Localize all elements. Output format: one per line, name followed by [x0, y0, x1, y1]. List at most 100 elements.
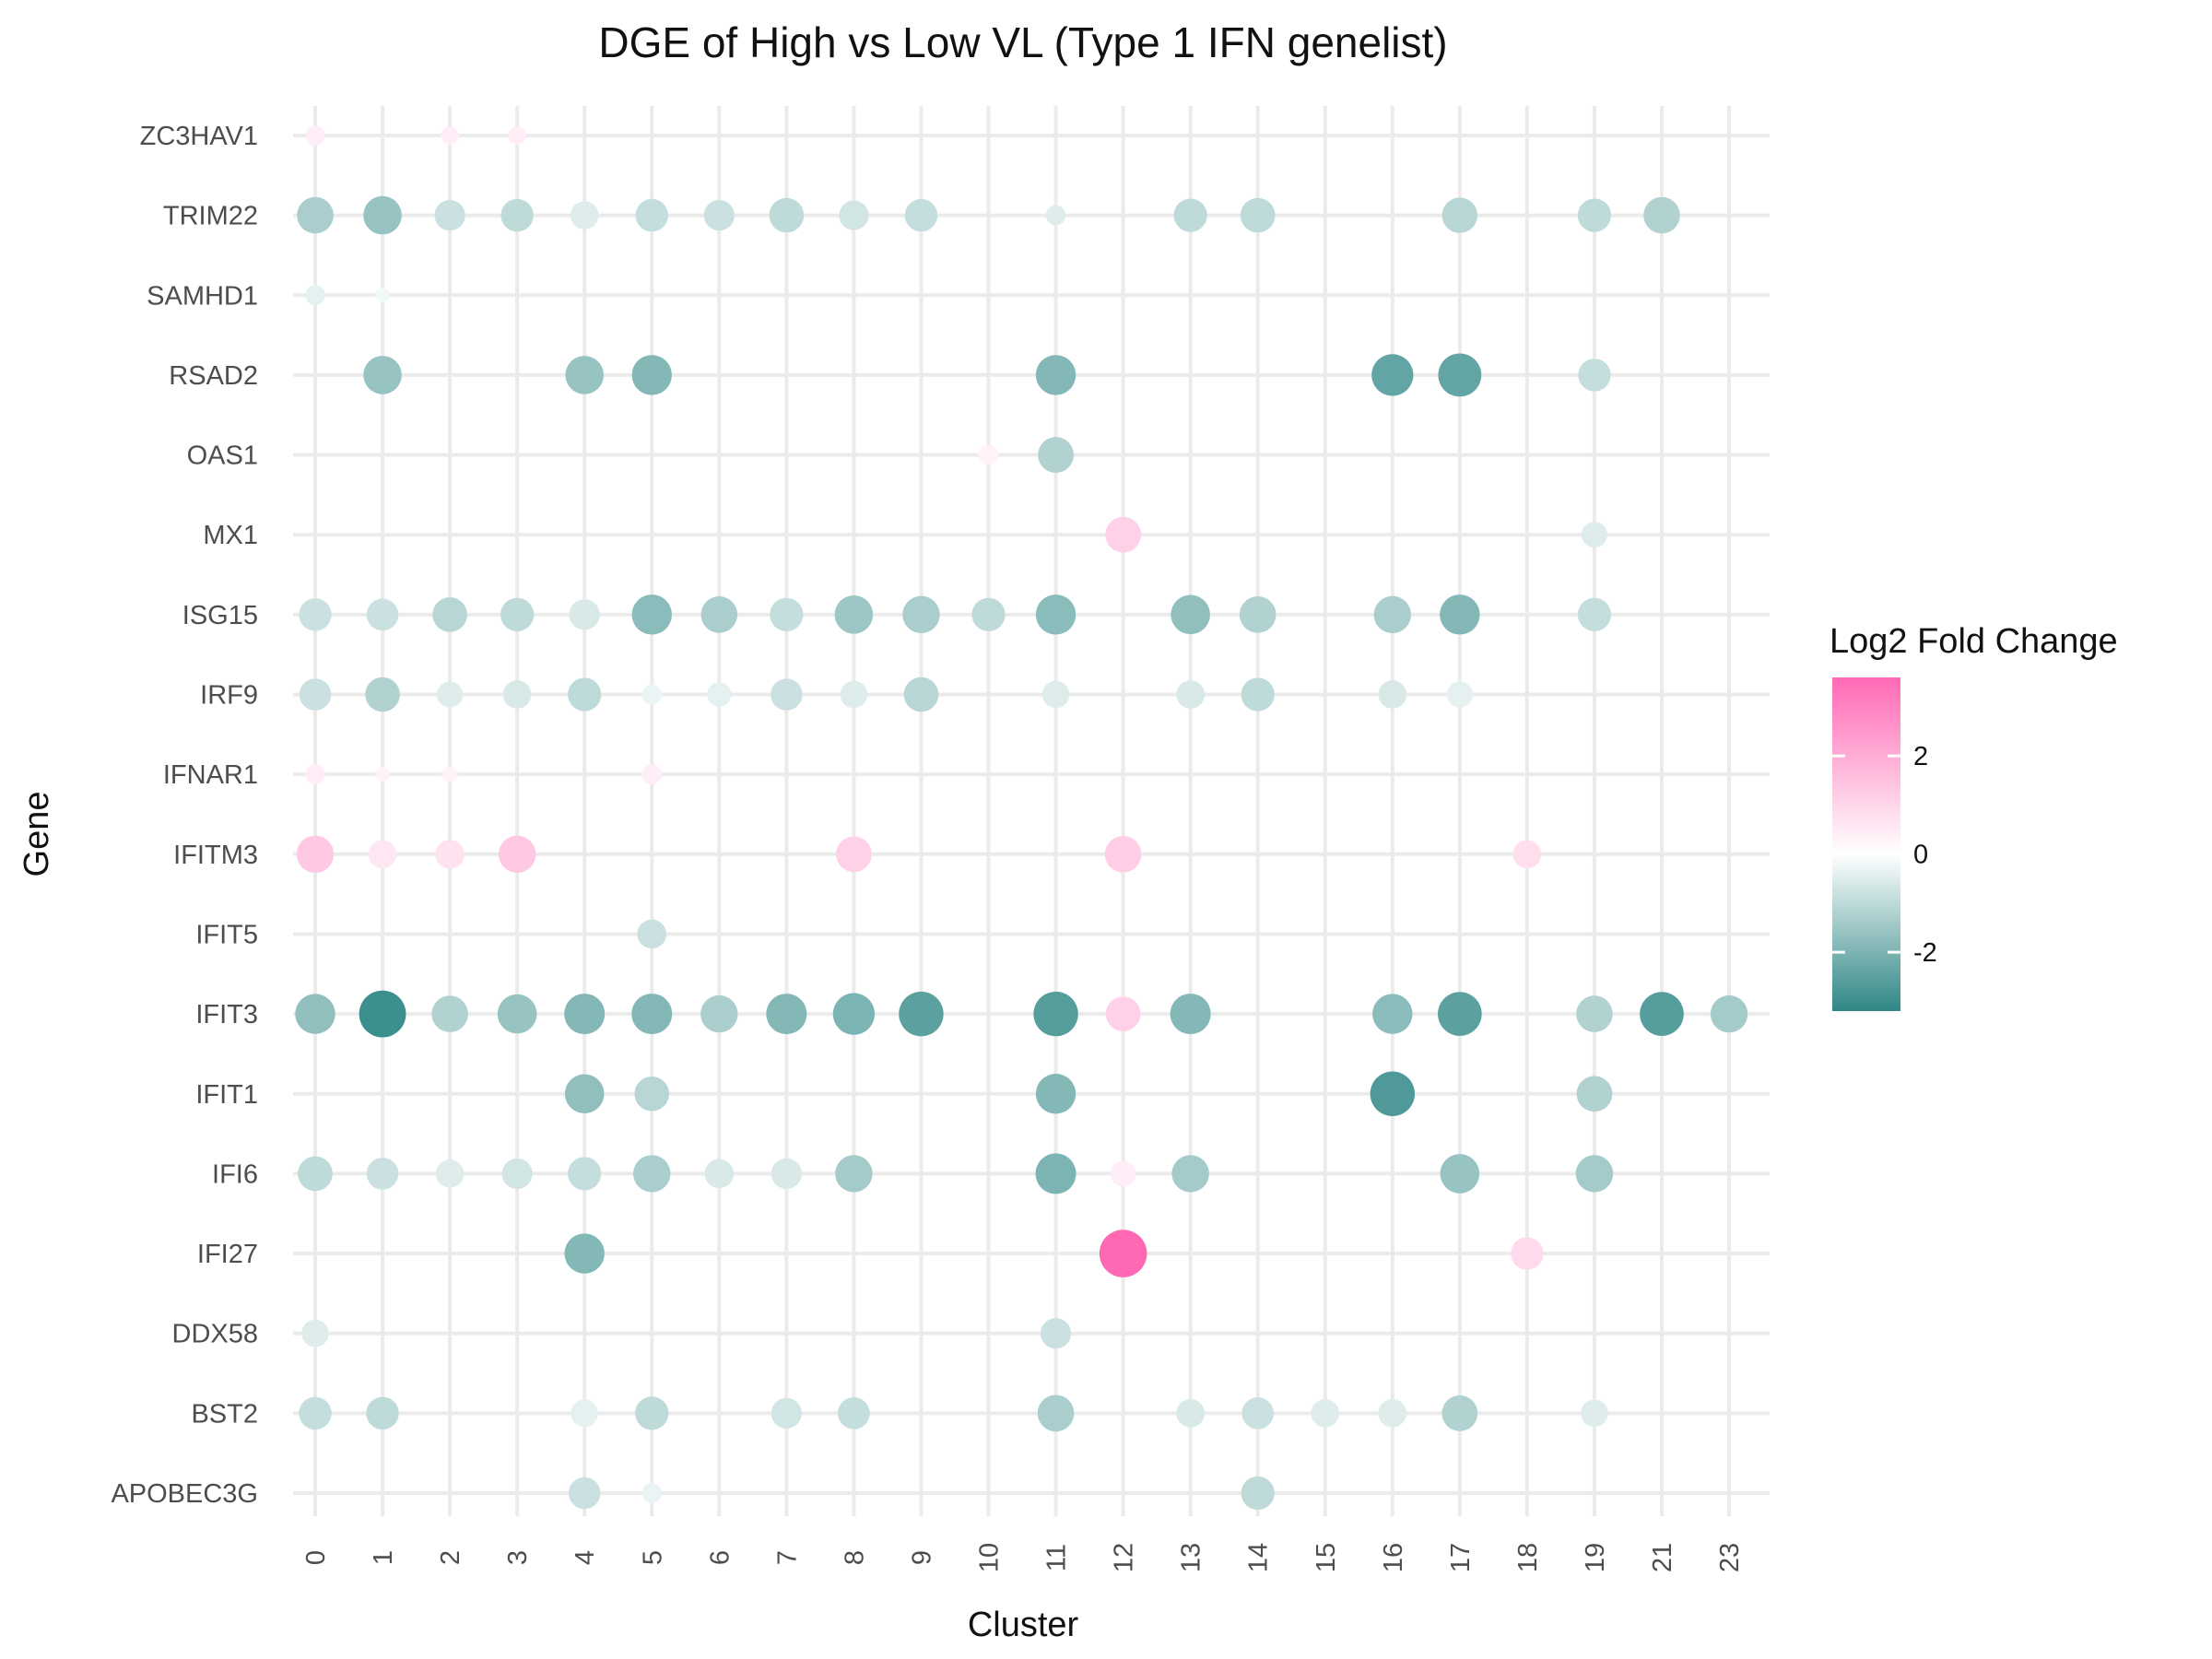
point-ifi6-cluster-6: [704, 1159, 735, 1189]
point-irf9-cluster-11: [1041, 680, 1070, 709]
point-bst2-cluster-17: [1441, 1394, 1478, 1431]
point-bst2-cluster-15: [1311, 1399, 1340, 1428]
point-apobec3g-cluster-14: [1241, 1476, 1275, 1511]
point-ifitm3-cluster-18: [1512, 840, 1542, 869]
x-tick-8: 8: [840, 1550, 869, 1565]
x-tick-17: 17: [1446, 1543, 1476, 1572]
x-axis-title: Cluster: [968, 1606, 1079, 1644]
y-tick-rsad2: RSAD2: [169, 361, 258, 391]
point-ifnar1-cluster-1: [375, 767, 390, 782]
point-ifi6-cluster-5: [633, 1155, 671, 1193]
point-ifi6-cluster-7: [771, 1158, 802, 1189]
y-tick-ifi27: IFI27: [197, 1240, 258, 1269]
point-bst2-cluster-5: [635, 1396, 669, 1430]
point-ifi6-cluster-17: [1440, 1154, 1480, 1194]
point-irf9-cluster-17: [1446, 681, 1473, 708]
point-oas1-cluster-11: [1038, 437, 1074, 473]
point-rsad2-cluster-1: [363, 356, 402, 394]
point-ifi6-cluster-19: [1575, 1155, 1614, 1193]
point-mx1-cluster-12: [1105, 516, 1141, 553]
point-ddx58-cluster-0: [301, 1319, 329, 1347]
x-tick-15: 15: [1312, 1543, 1341, 1572]
x-tick-14: 14: [1244, 1543, 1274, 1572]
color-legend: Log2 Fold Change 2 0 -2: [1830, 622, 2118, 1011]
point-ifit1-cluster-11: [1035, 1074, 1077, 1114]
point-irf9-cluster-8: [840, 680, 868, 709]
point-irf9-cluster-1: [365, 677, 400, 712]
point-bst2-cluster-0: [299, 1396, 332, 1430]
point-bst2-cluster-8: [838, 1397, 870, 1430]
point-trim22-cluster-3: [500, 198, 534, 232]
point-ifit3-cluster-7: [766, 994, 807, 1035]
point-bst2-cluster-19: [1581, 1399, 1608, 1428]
point-ifnar1-cluster-2: [441, 766, 458, 783]
point-zc3hav1-cluster-0: [305, 125, 325, 146]
point-samhd1-cluster-0: [305, 285, 325, 306]
legend-tick-label: -2: [1913, 938, 1937, 968]
x-tick-11: 11: [1042, 1544, 1072, 1571]
point-irf9-cluster-7: [771, 678, 803, 711]
point-apobec3g-cluster-4: [568, 1477, 601, 1510]
y-tick-samhd1: SAMHD1: [147, 281, 258, 311]
point-isg15-cluster-13: [1171, 594, 1210, 635]
point-rsad2-cluster-4: [565, 356, 604, 394]
x-tick-16: 16: [1379, 1543, 1408, 1572]
point-ifit3-cluster-16: [1372, 994, 1413, 1034]
point-ifi6-cluster-3: [501, 1158, 533, 1189]
point-trim22-cluster-6: [703, 200, 735, 231]
point-ifit5-cluster-5: [637, 919, 667, 949]
point-ddx58-cluster-11: [1040, 1318, 1072, 1349]
point-ifi6-cluster-1: [366, 1158, 399, 1190]
point-ifi27-cluster-12: [1099, 1230, 1147, 1277]
point-irf9-cluster-13: [1176, 680, 1205, 709]
point-irf9-cluster-4: [568, 677, 602, 712]
point-irf9-cluster-3: [502, 680, 532, 709]
point-rsad2-cluster-17: [1438, 353, 1482, 397]
point-isg15-cluster-1: [366, 598, 399, 631]
x-tick-3: 3: [503, 1550, 533, 1565]
point-isg15-cluster-9: [902, 595, 940, 634]
point-mx1-cluster-19: [1581, 522, 1607, 548]
point-trim22-cluster-11: [1045, 205, 1066, 226]
point-trim22-cluster-2: [434, 200, 465, 231]
point-trim22-cluster-8: [839, 200, 869, 230]
point-isg15-cluster-14: [1239, 596, 1277, 633]
x-tick-12: 12: [1110, 1543, 1139, 1572]
point-trim22-cluster-7: [769, 197, 805, 233]
point-ifitm3-cluster-12: [1104, 836, 1142, 873]
point-trim22-cluster-14: [1240, 197, 1276, 233]
point-zc3hav1-cluster-3: [508, 126, 526, 145]
point-ifi6-cluster-11: [1035, 1153, 1077, 1194]
legend-ticks: 2 0 -2: [1832, 742, 1937, 968]
y-tick-ifit5: IFIT5: [195, 920, 258, 949]
y-tick-isg15: ISG15: [182, 601, 258, 630]
point-trim22-cluster-1: [363, 195, 402, 235]
point-isg15-cluster-16: [1373, 595, 1412, 634]
point-ifi6-cluster-13: [1171, 1155, 1209, 1193]
x-tick-7: 7: [772, 1550, 802, 1565]
point-isg15-cluster-17: [1440, 594, 1480, 635]
y-axis-title: Gene: [18, 792, 56, 877]
point-isg15-cluster-11: [1035, 594, 1077, 635]
point-bst2-cluster-14: [1241, 1397, 1274, 1430]
x-tick-0: 0: [301, 1550, 331, 1565]
point-ifit3-cluster-23: [1710, 994, 1748, 1033]
point-ifit3-cluster-19: [1576, 995, 1613, 1032]
point-bst2-cluster-4: [571, 1399, 598, 1428]
point-samhd1-cluster-1: [375, 288, 390, 303]
chart-title: DGE of High vs Low VL (Type 1 IFN geneli…: [598, 18, 1447, 66]
point-bst2-cluster-7: [771, 1397, 802, 1429]
point-ifit3-cluster-12: [1105, 996, 1141, 1031]
point-ifnar1-cluster-0: [305, 764, 325, 784]
x-tick-labels: 0 1 2 3 4 5 6 7 8 9 10 11 12 13 14 15 16 17 18 19 21 23: [301, 1543, 1745, 1572]
point-trim22-cluster-21: [1643, 196, 1680, 234]
y-tick-ifnar1: IFNAR1: [163, 760, 258, 790]
point-ifit3-cluster-4: [564, 994, 606, 1035]
point-ifitm3-cluster-0: [296, 835, 335, 873]
y-tick-bst2: BST2: [191, 1399, 258, 1429]
y-tick-ifit1: IFIT1: [195, 1080, 258, 1110]
point-isg15-cluster-6: [700, 596, 738, 633]
point-bst2-cluster-1: [366, 1396, 399, 1430]
point-isg15-cluster-3: [500, 597, 535, 631]
point-ifit3-cluster-11: [1033, 991, 1078, 1037]
